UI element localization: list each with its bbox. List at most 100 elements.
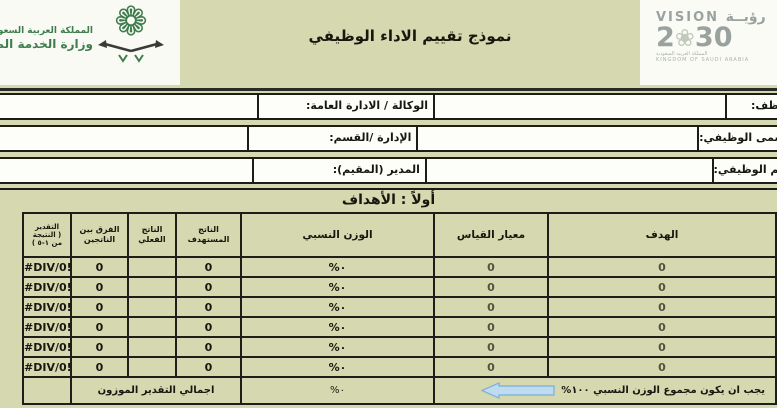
ministry-flower-icon: ❁: [114, 0, 148, 45]
ministry-name-line1: المملكة العربية السعودية: [0, 26, 93, 36]
weighted-total-cell[interactable]: [22, 376, 72, 405]
form-row-manager: المدير (المقيم): الرقم الوظيفي:: [0, 157, 777, 184]
measure-cell: 0: [433, 316, 549, 338]
employee-input[interactable]: [435, 95, 727, 118]
target-output-cell: 0: [175, 296, 242, 318]
rating-cell: #DIV/0!: [22, 256, 72, 278]
actual-output-cell[interactable]: [127, 356, 177, 378]
department-input[interactable]: [0, 127, 249, 150]
target-output-cell: 0: [175, 256, 242, 278]
weighted-total-label: اجمالي التقدير الموزون: [70, 376, 242, 405]
goal-row: #DIV/0! 0 0 %٠ 0 0: [22, 316, 777, 338]
weight-cell: %٠: [240, 276, 435, 298]
goal-cell: 0: [547, 256, 777, 278]
actual-output-cell[interactable]: [127, 276, 177, 298]
agency-input[interactable]: [0, 95, 259, 118]
goal-row: #DIV/0! 0 0 %٠ 0 0: [22, 276, 777, 298]
weight-cell: %٠: [240, 356, 435, 378]
col-header-target: الناتج المستهدف: [175, 212, 242, 258]
header-divider: [0, 88, 777, 91]
employee-number-input[interactable]: [427, 159, 714, 182]
actual-output-cell[interactable]: [127, 336, 177, 358]
employee-label: الموظف:: [750, 99, 777, 112]
measure-cell: 0: [433, 336, 549, 358]
col-header-weight: الوزن النسبي: [240, 212, 435, 258]
goal-cell: 0: [547, 336, 777, 358]
manager-input[interactable]: [0, 159, 255, 182]
target-output-cell: 0: [175, 336, 242, 358]
goal-row: #DIV/0! 0 0 %٠ 0 0: [22, 256, 777, 278]
section-title-objectives: أولاً : الأهداف: [0, 188, 777, 211]
ministry-name-line2: وزارة الخدمة المدنية: [0, 37, 93, 52]
title-band: نموذج تقييم الاداء الوظيفي: [180, 0, 640, 85]
vision-ar-text: رؤيــة: [725, 9, 766, 25]
ministry-logo-box: المملكة العربية السعودية وزارة الخدمة ال…: [0, 0, 180, 85]
vision-en-text: VISION: [656, 10, 720, 25]
employee-number-label: الرقم الوظيفي:: [713, 163, 777, 176]
form-row-department: الإدارة /القسم: المسمى الوظيفي:: [0, 125, 777, 152]
weight-note-cell: يجب ان يكون مجموع الوزن النسبي ١٠٠%: [433, 376, 777, 405]
vision-year: 2❀30: [656, 22, 777, 53]
rating-cell: #DIV/0!: [22, 276, 72, 298]
vision-subtitle-en: KINGDOM OF SAUDI ARABIA: [656, 57, 750, 63]
job-title-input[interactable]: [418, 127, 700, 150]
vision-year-right: 30: [694, 22, 733, 53]
goal-row: #DIV/0! 0 0 %٠ 0 0: [22, 336, 777, 358]
goal-row: #DIV/0! 0 0 %٠ 0 0: [22, 356, 777, 378]
weight-cell: %٠: [240, 316, 435, 338]
agency-label: الوكالة / الادارة العامة:: [259, 95, 435, 118]
vision-2030-logo-box: VISION رؤيــة 2❀30 المملكة العربية السعو…: [640, 0, 777, 85]
weight-cell: %٠: [240, 336, 435, 358]
ministry-emblem: ❁: [95, 2, 167, 64]
measure-cell: 0: [433, 356, 549, 378]
vision-year-left: 2: [656, 22, 675, 53]
diff-cell: 0: [70, 256, 129, 278]
vision-wordmark: VISION رؤيــة: [656, 9, 777, 25]
diff-cell: 0: [70, 296, 129, 318]
col-header-actual: الناتج الفعلي: [127, 212, 177, 258]
job-title-label: المسمى الوظيفي:: [699, 131, 777, 144]
diff-cell: 0: [70, 276, 129, 298]
manager-label: المدير (المقيم):: [254, 159, 427, 182]
goals-footer-row: اجمالي التقدير الموزون %٠ يجب ان يكون مج…: [22, 376, 777, 405]
weight-note-text: يجب ان يكون مجموع الوزن النسبي ١٠٠%: [561, 385, 765, 396]
col-header-diff: الفرق بين الناتجين: [70, 212, 129, 258]
goals-table: التقدير ( النتيجة من ١-٥ ) الفرق بين الن…: [22, 212, 777, 405]
actual-output-cell[interactable]: [127, 296, 177, 318]
left-arrow-icon: [481, 382, 555, 399]
rating-cell: #DIV/0!: [22, 316, 72, 338]
goal-cell: 0: [547, 316, 777, 338]
measure-cell: 0: [433, 276, 549, 298]
vision-2030-logo: VISION رؤيــة 2❀30 المملكة العربية السعو…: [656, 9, 777, 63]
col-header-goal: الهدف: [547, 212, 777, 258]
weight-cell: %٠: [240, 296, 435, 318]
target-output-cell: 0: [175, 356, 242, 378]
actual-output-cell[interactable]: [127, 256, 177, 278]
diff-cell: 0: [70, 336, 129, 358]
department-label: الإدارة /القسم:: [249, 127, 419, 150]
measure-cell: 0: [433, 296, 549, 318]
target-output-cell: 0: [175, 276, 242, 298]
diff-cell: 0: [70, 356, 129, 378]
diff-cell: 0: [70, 316, 129, 338]
weight-cell: %٠: [240, 256, 435, 278]
actual-output-cell[interactable]: [127, 316, 177, 338]
rating-cell: #DIV/0!: [22, 356, 72, 378]
col-header-rating: التقدير ( النتيجة من ١-٥ ): [22, 212, 72, 258]
vision-flower-icon: ❀: [674, 24, 695, 52]
page-title: نموذج تقييم الاداء الوظيفي: [308, 26, 512, 45]
goal-row: #DIV/0! 0 0 %٠ 0 0: [22, 296, 777, 318]
form-row-agency: الوكالة / الادارة العامة: الموظف:: [0, 93, 777, 120]
goal-cell: 0: [547, 356, 777, 378]
rating-cell: #DIV/0!: [22, 296, 72, 318]
measure-cell: 0: [433, 256, 549, 278]
swoosh-arrows-icon: [98, 40, 164, 63]
goal-cell: 0: [547, 276, 777, 298]
weight-sum-cell: %٠: [240, 376, 435, 405]
ministry-name: المملكة العربية السعودية وزارة الخدمة ال…: [0, 26, 93, 52]
goal-cell: 0: [547, 296, 777, 318]
col-header-measure: معيار القياس: [433, 212, 549, 258]
target-output-cell: 0: [175, 316, 242, 338]
goals-header-row: التقدير ( النتيجة من ١-٥ ) الفرق بين الن…: [22, 212, 777, 258]
rating-cell: #DIV/0!: [22, 336, 72, 358]
